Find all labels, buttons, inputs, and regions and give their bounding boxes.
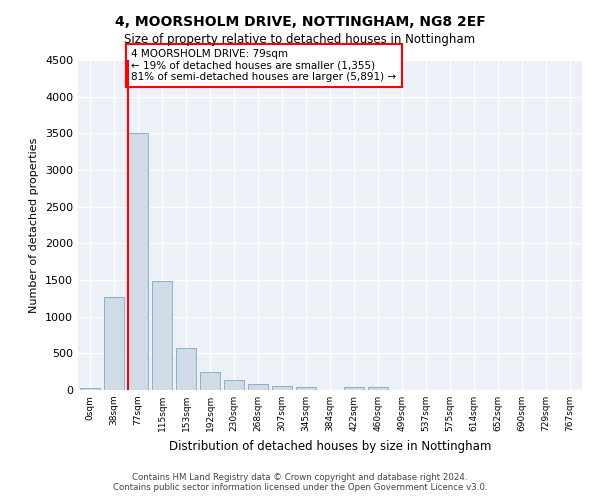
Bar: [176, 348, 196, 390]
Bar: [344, 388, 364, 390]
Text: Contains HM Land Registry data © Crown copyright and database right 2024.
Contai: Contains HM Land Registry data © Crown c…: [113, 473, 487, 492]
Bar: [224, 380, 244, 390]
Bar: [368, 388, 388, 390]
Bar: [248, 384, 268, 390]
X-axis label: Distribution of detached houses by size in Nottingham: Distribution of detached houses by size …: [169, 440, 491, 452]
Bar: [80, 388, 100, 390]
Text: 4, MOORSHOLM DRIVE, NOTTINGHAM, NG8 2EF: 4, MOORSHOLM DRIVE, NOTTINGHAM, NG8 2EF: [115, 15, 485, 29]
Text: Size of property relative to detached houses in Nottingham: Size of property relative to detached ho…: [124, 32, 476, 46]
Bar: [104, 297, 124, 390]
Text: 4 MOORSHOLM DRIVE: 79sqm
← 19% of detached houses are smaller (1,355)
81% of sem: 4 MOORSHOLM DRIVE: 79sqm ← 19% of detach…: [131, 49, 397, 82]
Bar: [152, 282, 172, 390]
Bar: [296, 388, 316, 390]
Y-axis label: Number of detached properties: Number of detached properties: [29, 138, 40, 312]
Bar: [128, 134, 148, 390]
Bar: [200, 372, 220, 390]
Bar: [272, 386, 292, 390]
